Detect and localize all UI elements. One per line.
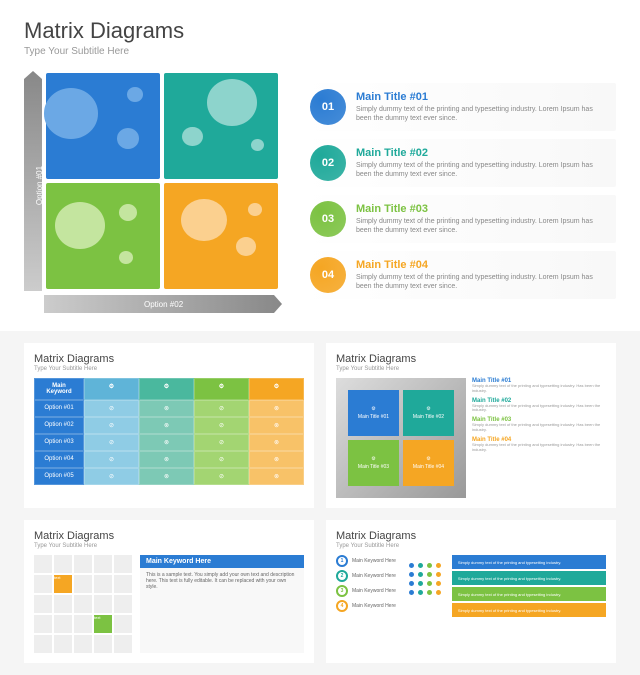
item-title: Main Title #02 [356, 147, 608, 159]
item-desc: Simply dummy text of the printing and ty… [356, 273, 608, 291]
bubble [119, 251, 133, 264]
bubble [117, 128, 140, 149]
bubble [251, 139, 265, 152]
numbered-list: 1Main Keyword Here2Main Keyword Here3Mai… [336, 555, 396, 617]
comparison-table: Main Keyword⚙⚙⚙⚙Option #01⊘⊗⊘⊗Option #02… [34, 378, 304, 485]
mini-matrix: ⚙Main Title #01⚙Main Title #02⚙Main Titl… [336, 378, 466, 498]
item-desc: Simply dummy text of the printing and ty… [356, 161, 608, 179]
quadrant [46, 73, 160, 179]
info-panel: Main Keyword Here This is a sample text.… [140, 555, 304, 653]
thumb-numbered-bars: Matrix Diagrams Type Your Subtitle Here … [326, 520, 616, 663]
item-desc: Simply dummy text of the printing and ty… [356, 105, 608, 123]
bubble [55, 202, 105, 249]
checker-grid: texttext [34, 555, 132, 653]
bubble [119, 204, 137, 221]
thumb-grid-panel: Matrix Diagrams Type Your Subtitle Here … [24, 520, 314, 663]
list-item: 01 Main Title #01 Simply dummy text of the… [302, 83, 616, 131]
item-list: 01 Main Title #01 Simply dummy text of the… [302, 71, 616, 321]
item-number: 04 [310, 257, 346, 293]
item-title: Main Title #04 [356, 259, 608, 271]
bubble [182, 127, 203, 146]
x-axis-label: Option #02 [144, 300, 183, 309]
item-title: Main Title #01 [356, 91, 608, 103]
item-number: 03 [310, 201, 346, 237]
bubble [207, 79, 257, 126]
quadrant-grid [46, 73, 278, 289]
quadrant [46, 183, 160, 289]
y-axis-label: Option #01 [35, 166, 44, 205]
bubble [236, 237, 257, 256]
list-item: 03 Main Title #03 Simply dummy text of the… [302, 195, 616, 243]
bubble [127, 87, 143, 102]
dot-cluster [404, 555, 444, 605]
bubble [181, 199, 227, 241]
page-subtitle: Type Your Subtitle Here [24, 46, 616, 57]
item-number: 01 [310, 89, 346, 125]
page-title: Matrix Diagrams [24, 18, 616, 44]
bubble [44, 88, 99, 139]
bar-list: Simply dummy text of the printing and ty… [452, 555, 606, 617]
thumb-table: Matrix Diagrams Type Your Subtitle Here … [24, 343, 314, 508]
mini-list: Main Title #01Simply dummy text of the p… [472, 378, 606, 498]
item-desc: Simply dummy text of the printing and ty… [356, 217, 608, 235]
thumbnail-row: Matrix Diagrams Type Your Subtitle Here … [0, 331, 640, 675]
bubble [248, 203, 262, 216]
list-item: 02 Main Title #02 Simply dummy text of the… [302, 139, 616, 187]
quadrant [164, 183, 278, 289]
item-title: Main Title #03 [356, 203, 608, 215]
quadrant [164, 73, 278, 179]
main-slide: Matrix Diagrams Type Your Subtitle Here … [0, 0, 640, 331]
list-item: 04 Main Title #04 Simply dummy text of the… [302, 251, 616, 299]
matrix-diagram: Option #01 Option #02 [24, 71, 284, 321]
item-number: 02 [310, 145, 346, 181]
thumb-mini-matrix: Matrix Diagrams Type Your Subtitle Here … [326, 343, 616, 508]
